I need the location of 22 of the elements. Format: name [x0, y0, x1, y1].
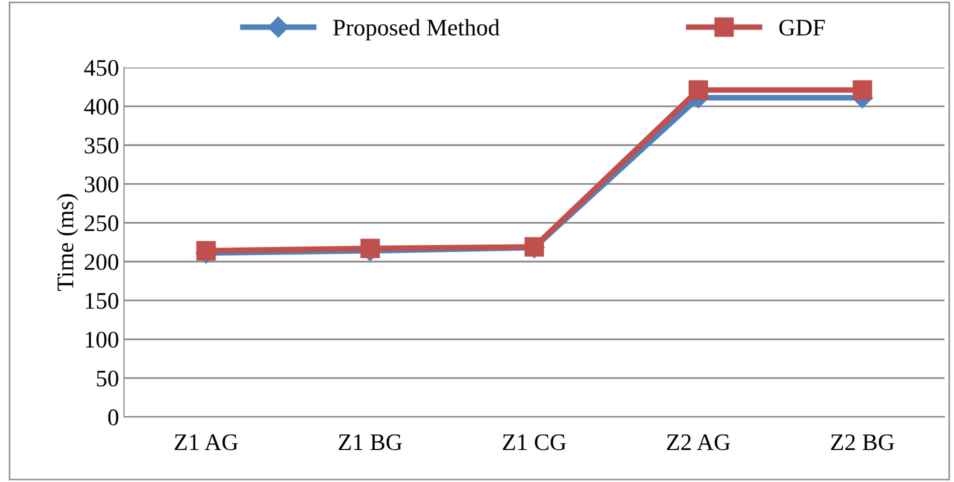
- y-tick-label: 300: [84, 176, 118, 192]
- y-tick-label: 350: [84, 138, 118, 154]
- y-tick-label: 50: [96, 370, 118, 387]
- y-tick-label: 100: [86, 332, 118, 348]
- x-tick-label: Z2 AG: [666, 434, 730, 450]
- point: [688, 80, 708, 100]
- point: [196, 241, 216, 260]
- y-tick-label: 450: [84, 60, 118, 76]
- x-tick-label: Z2 BG: [831, 434, 894, 450]
- y-axis-title: Time (ms): [56, 194, 78, 291]
- x-tick-label: Z1 CG: [502, 434, 566, 450]
- x-tick-label: Z1 AG: [174, 434, 238, 450]
- y-tick-label: 400: [84, 98, 118, 115]
- point: [852, 80, 872, 100]
- legend-label: Proposed Method: [333, 18, 500, 40]
- y-tick-label: 200: [84, 254, 118, 270]
- x-tick-label: Z1 BG: [338, 434, 402, 450]
- legend-label: GDF: [779, 20, 825, 36]
- y-tick-label: 250: [84, 215, 118, 232]
- y-tick-label: 150: [86, 292, 118, 309]
- point: [360, 238, 380, 258]
- y-tick-label: 0: [108, 409, 118, 426]
